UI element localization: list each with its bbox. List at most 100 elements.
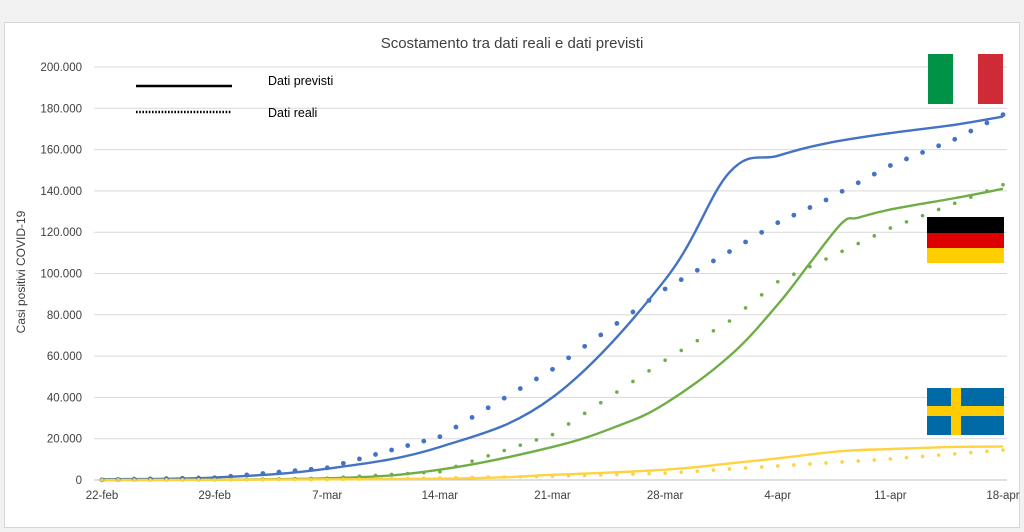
- svezia-reali-point: [615, 472, 619, 477]
- germania-reali-point: [357, 474, 362, 479]
- germania-reali-point: [743, 306, 748, 310]
- svezia-reali-point: [245, 477, 249, 482]
- y-tick-label: 140.000: [40, 186, 82, 198]
- germania-reali-point: [470, 459, 474, 463]
- svezia-reali-point: [663, 471, 667, 475]
- germania-reali-point: [663, 358, 667, 363]
- svezia-reali-point: [727, 467, 732, 471]
- svezia-reali-point: [132, 478, 136, 482]
- svezia-reali-point: [277, 477, 281, 482]
- svezia-reali-point: [470, 475, 474, 480]
- x-tick-label: 18-apr: [986, 490, 1019, 502]
- italy-flag-green: [928, 54, 953, 104]
- germania-reali-point: [454, 464, 458, 469]
- germania-reali-point: [405, 471, 410, 476]
- germania-reali-point: [389, 472, 394, 477]
- series-layer: [99, 112, 1006, 483]
- svezia-reali-point: [1001, 448, 1005, 452]
- italia-reali-point: [936, 143, 942, 149]
- italia-reali-point: [791, 212, 797, 218]
- germania-reali-point: [679, 348, 684, 353]
- svezia-reali-point: [647, 471, 651, 476]
- y-tick-label: 120.000: [40, 227, 82, 239]
- y-tick-label: 40.000: [47, 392, 82, 404]
- gridlines: [94, 66, 1007, 481]
- italia-reali-dots: [99, 112, 1006, 483]
- y-tick-label: 200.000: [40, 62, 82, 74]
- x-tick-label: 22-feb: [86, 490, 119, 502]
- italia-reali-point: [469, 415, 475, 420]
- italia-reali-point: [710, 258, 716, 264]
- italia-reali-point: [678, 277, 684, 283]
- italia-reali-point: [871, 171, 877, 177]
- germania-reali-point: [792, 272, 796, 276]
- italia-reali-point: [727, 249, 732, 255]
- svezia-reali-point: [454, 475, 458, 480]
- svezia-previsti-line: [101, 445, 1004, 482]
- italy-flag: [928, 54, 1003, 104]
- germania-reali-point: [518, 443, 523, 447]
- svezia-reali-point: [309, 477, 313, 482]
- svezia-reali-point: [856, 459, 860, 463]
- svezia-reali-point: [148, 478, 153, 482]
- italia-reali-point: [437, 434, 443, 440]
- germania-reali-point: [711, 329, 716, 333]
- svezia-reali-dots: [100, 448, 1005, 482]
- italia-reali-point: [904, 156, 909, 162]
- germania-reali-point: [824, 257, 828, 261]
- y-tick-label: 180.000: [40, 103, 82, 115]
- germania-reali-point: [904, 220, 909, 224]
- italia-reali-point: [630, 309, 636, 315]
- italia-reali-point: [839, 188, 845, 194]
- x-tick-label: 29-feb: [198, 490, 231, 502]
- svezia-reali-point: [840, 460, 844, 464]
- x-tick-label: 14-mar: [422, 490, 459, 502]
- italia-reali-point: [920, 149, 925, 155]
- svezia-reali-point: [550, 474, 555, 479]
- germania-reali-point: [888, 226, 893, 230]
- germania-reali-point: [727, 319, 732, 323]
- svezia-reali-point: [808, 462, 812, 466]
- svezia-reali-point: [421, 476, 426, 480]
- germania-reali-point: [840, 249, 844, 254]
- italia-reali-point: [324, 465, 330, 471]
- y-tick-label: 60.000: [47, 351, 82, 363]
- italia-reali-point: [984, 120, 990, 126]
- svezia-reali-point: [212, 477, 217, 482]
- svezia-reali-point: [325, 477, 330, 482]
- svezia-reali-point: [985, 449, 989, 454]
- legend-label-previsti: Dati previsti: [268, 74, 333, 88]
- chart-title: Scostamento tra dati reali e dati previs…: [381, 35, 644, 52]
- svezia-reali-point: [341, 477, 346, 482]
- y-axis-label: Casi positivi COVID-19: [14, 210, 28, 333]
- germania-reali-point: [598, 400, 603, 405]
- germany-flag-red: [927, 233, 1004, 248]
- germania-reali-point: [1001, 182, 1005, 187]
- italia-reali-point: [598, 332, 604, 338]
- germania-reali-point: [808, 264, 812, 269]
- svezia-reali-point: [872, 458, 877, 462]
- italia-reali-point: [823, 197, 829, 203]
- italia-reali-point: [952, 136, 958, 142]
- germania-reali-point: [534, 438, 539, 442]
- italia-reali-point: [276, 469, 282, 475]
- germania-reali-point: [421, 470, 426, 475]
- italy-flag-red: [978, 54, 1003, 104]
- italia-reali-point: [421, 438, 427, 444]
- svezia-reali-point: [438, 476, 442, 480]
- italia-reali-point: [405, 443, 411, 448]
- svezia-reali-point: [743, 466, 748, 470]
- italia-reali-point: [534, 376, 539, 382]
- svezia-reali-point: [405, 476, 410, 481]
- italia-reali-point: [308, 466, 314, 472]
- sweden-flag-cross-horizontal: [927, 406, 1004, 416]
- germania-reali-point: [615, 390, 619, 394]
- italia-reali-point: [340, 460, 346, 466]
- svezia-reali-point: [904, 455, 909, 460]
- svezia-reali-point: [631, 472, 635, 476]
- svezia-reali-point: [711, 468, 716, 472]
- svezia-reali-point: [598, 473, 603, 477]
- italia-reali-point: [582, 343, 588, 349]
- italia-reali-point: [453, 424, 459, 430]
- svezia-reali-point: [759, 465, 764, 469]
